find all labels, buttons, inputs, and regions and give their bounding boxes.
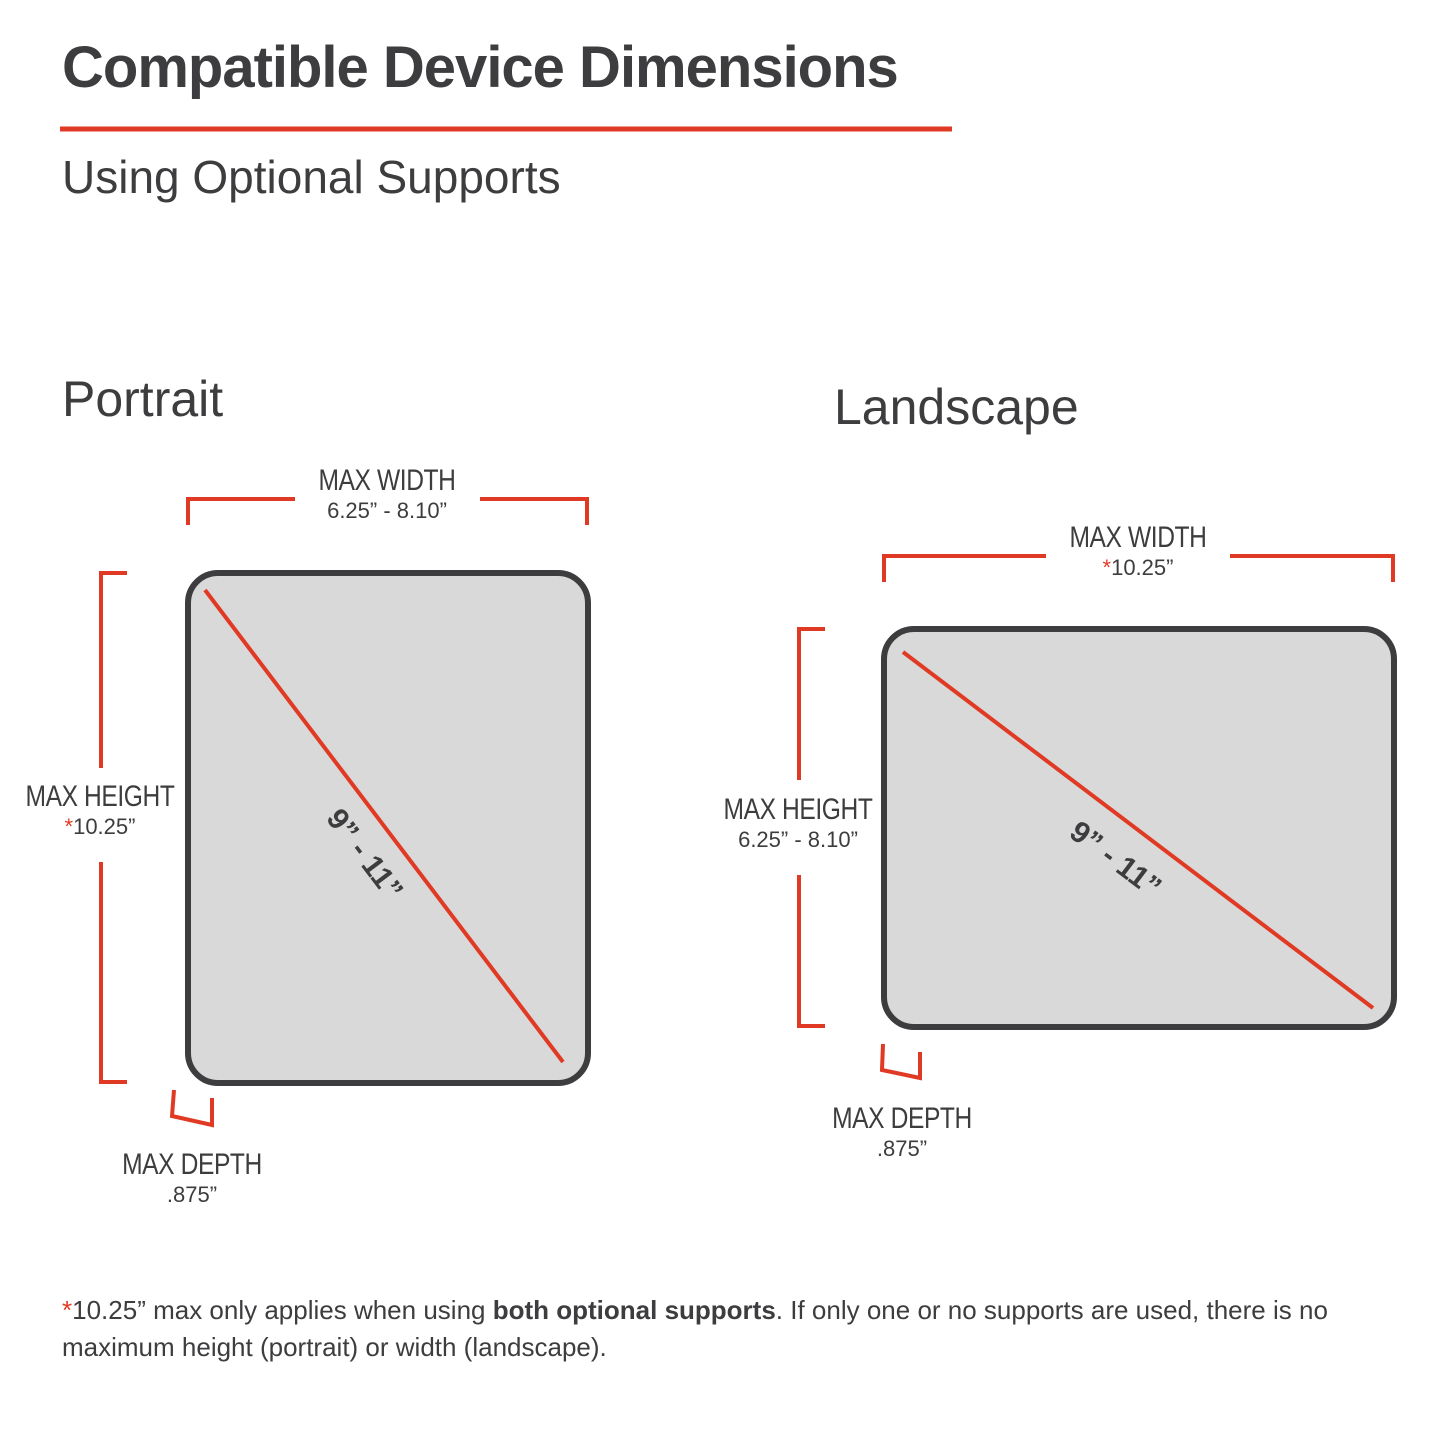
portrait-width-label: MAX WIDTH 6.25” - 8.10” — [287, 464, 487, 524]
label-heading: MAX DEPTH — [122, 1148, 262, 1181]
landscape-heading: Landscape — [834, 379, 1079, 435]
asterisk: * — [64, 814, 74, 839]
landscape-width-label: MAX WIDTH *10.25” — [1038, 521, 1238, 581]
portrait-width-bracket-right — [480, 497, 589, 525]
portrait-depth-bracket — [169, 1089, 214, 1128]
label-value: .875” — [876, 1136, 928, 1161]
portrait-depth-label: MAX DEPTH .875” — [92, 1148, 292, 1208]
label-heading: MAX HEIGHT — [723, 793, 873, 826]
landscape-height-bracket — [797, 627, 825, 780]
asterisk: * — [62, 1295, 73, 1325]
label-heading: MAX DEPTH — [832, 1102, 972, 1135]
label-heading: MAX WIDTH — [1069, 521, 1207, 554]
portrait-diagonal — [203, 588, 565, 1064]
portrait-height-bracket — [99, 571, 127, 768]
landscape-height-label: MAX HEIGHT 6.25” - 8.10” — [698, 793, 898, 853]
value-text: 10.25” — [1111, 555, 1174, 580]
landscape-width-bracket-right — [1230, 554, 1395, 582]
value-text: 10.25” — [73, 814, 136, 839]
label-heading: MAX WIDTH — [318, 464, 456, 497]
landscape-depth-bracket — [879, 1043, 922, 1081]
label-value: 6.25” - 8.10” — [327, 498, 447, 523]
portrait-heading: Portrait — [62, 371, 224, 427]
asterisk: * — [1102, 555, 1112, 580]
label-value: 6.25” - 8.10” — [738, 827, 858, 852]
label-heading: MAX HEIGHT — [25, 780, 175, 813]
portrait-height-label: MAX HEIGHT *10.25” — [0, 780, 200, 840]
page-title: Compatible Device Dimensions — [62, 35, 899, 100]
label-value: *10.25” — [1038, 555, 1238, 581]
footnote-bold: both optional supports — [492, 1295, 776, 1325]
portrait-height-bracket-bottom — [99, 862, 127, 1084]
label-value: *10.25” — [0, 814, 200, 840]
footnote: *10.25” max only applies when using both… — [62, 1292, 1392, 1366]
landscape-diagonal — [901, 650, 1375, 1010]
page-subtitle: Using Optional Supports — [62, 151, 561, 203]
label-value: .875” — [166, 1182, 218, 1207]
landscape-width-bracket — [882, 554, 1046, 582]
footnote-text-end: . If only one or no supports are used, t… — [62, 1295, 1328, 1362]
landscape-height-bracket-bottom — [797, 875, 825, 1028]
footnote-text: 10.25” max only applies when using — [72, 1295, 493, 1325]
landscape-depth-label: MAX DEPTH .875” — [802, 1102, 1002, 1162]
portrait-width-bracket — [186, 497, 295, 525]
